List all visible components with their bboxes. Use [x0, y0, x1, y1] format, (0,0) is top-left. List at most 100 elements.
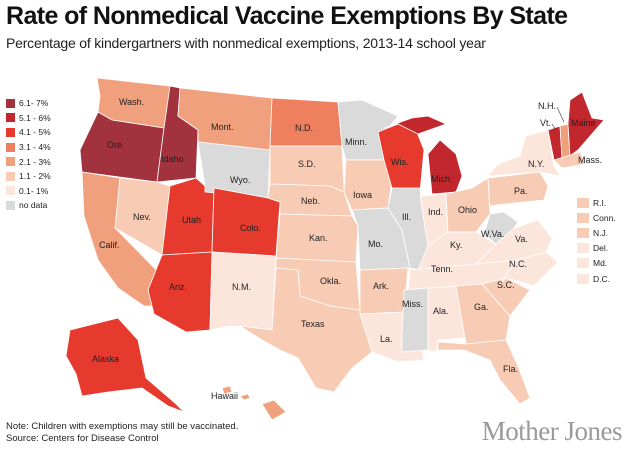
- state-fla: [437, 339, 531, 405]
- label-nh: N.H.: [538, 101, 556, 111]
- state-colo: [211, 187, 281, 257]
- label-kan: Kan.: [309, 233, 328, 243]
- legend-item: 0.1- 1%: [6, 184, 51, 199]
- legend-item: 4.1 - 5%: [6, 125, 51, 140]
- label-ga: Ga.: [474, 302, 489, 312]
- label-wva: W.Va.: [481, 229, 504, 239]
- label-ohio: Ohio: [458, 205, 477, 215]
- label-mo: Mo.: [368, 239, 383, 249]
- small-state-item: Conn.: [577, 210, 616, 225]
- legend-label: 4.1 - 5%: [19, 127, 51, 138]
- state-ariz: [147, 251, 213, 333]
- small-state-item: Md.: [577, 256, 616, 271]
- label-hawaii: Hawaii: [211, 391, 238, 401]
- map-title: Rate of Nonmedical Vaccine Exemptions By…: [6, 2, 568, 30]
- label-nev: Nev.: [133, 212, 151, 222]
- legend-swatch: [6, 157, 15, 167]
- label-ark: Ark.: [373, 281, 389, 291]
- legend-swatch: [6, 127, 15, 137]
- small-state-label: N.J.: [593, 227, 609, 238]
- legend-swatch: [6, 171, 15, 181]
- legend-label: 5.1 - 6%: [19, 112, 51, 123]
- label-colo: Colo.: [240, 223, 261, 233]
- state-alaska: [65, 317, 185, 413]
- label-ill: Ill.: [402, 212, 411, 222]
- legend-label: 0.1- 1%: [19, 185, 49, 196]
- legend-swatch: [6, 200, 15, 210]
- small-state-item: R.I.: [577, 195, 616, 210]
- legend-label: 6.1- 7%: [19, 98, 49, 109]
- label-calif: Calif.: [99, 240, 120, 250]
- publisher-logo: Mother Jones: [481, 416, 623, 446]
- small-state-swatch: [577, 212, 589, 223]
- small-state-label: Del.: [593, 243, 609, 254]
- label-wyo: Wyo.: [230, 175, 250, 185]
- label-neb: Neb.: [301, 196, 320, 206]
- small-state-key: R.I. Conn. N.J. Del. Md. D.C.: [577, 195, 616, 286]
- state-sc: [481, 277, 531, 317]
- state-mass: [553, 151, 587, 169]
- label-idaho: Idaho: [161, 154, 184, 164]
- state-iowa: [343, 159, 393, 211]
- state-nd: [269, 97, 343, 147]
- footer: Note: Children with exemptions may still…: [6, 421, 238, 445]
- legend-item: no data: [6, 198, 51, 213]
- label-ore: Ore.: [107, 140, 125, 150]
- label-wash: Wash.: [119, 97, 144, 107]
- legend-item: 5.1 - 6%: [6, 111, 51, 126]
- legend-item: 2.1 - 3%: [6, 154, 51, 169]
- state-hawaii: [221, 385, 287, 421]
- footer-source: Source: Centers for Disease Control: [6, 433, 159, 444]
- leader-line-nh: [556, 106, 565, 123]
- legend-item: 1.1 - 2%: [6, 169, 51, 184]
- leader-line-vt: [551, 123, 557, 131]
- map-subtitle: Percentage of kindergartners with nonmed…: [6, 35, 486, 51]
- label-ariz: Ariz.: [169, 282, 187, 292]
- label-vt: Vt.: [540, 118, 551, 128]
- label-utah: Utah: [182, 215, 201, 225]
- state-ga: [455, 283, 511, 345]
- label-sd: S.D.: [298, 159, 316, 169]
- label-iowa: Iowa: [353, 190, 372, 200]
- small-state-label: R.I.: [593, 197, 607, 208]
- small-state-swatch: [577, 258, 589, 269]
- legend: 6.1- 7% 5.1 - 6% 4.1 - 5% 3.1 - 4% 2.1 -…: [6, 96, 51, 213]
- legend-swatch: [6, 142, 15, 152]
- legend-label: no data: [19, 200, 48, 211]
- label-ala: Ala.: [433, 306, 449, 316]
- label-alaska: Alaska: [92, 354, 119, 364]
- legend-label: 2.1 - 3%: [19, 156, 51, 167]
- label-ky: Ky.: [450, 240, 462, 250]
- legend-swatch: [6, 98, 15, 108]
- state-kan: [275, 213, 359, 263]
- small-state-swatch: [577, 273, 589, 284]
- label-mich: Mich.: [431, 174, 453, 184]
- label-la: La.: [380, 334, 393, 344]
- label-okla: Okla.: [320, 276, 341, 286]
- label-nd: N.D.: [295, 123, 313, 133]
- label-mont: Mont.: [211, 122, 234, 132]
- label-maine: Maine: [571, 118, 596, 128]
- legend-label: 1.1 - 2%: [19, 171, 51, 182]
- state-wyo: [197, 141, 271, 199]
- label-tenn: Tenn.: [431, 264, 453, 274]
- label-va: Va.: [515, 234, 528, 244]
- state-ark: [359, 267, 409, 315]
- label-miss: Miss.: [402, 299, 423, 309]
- state-mich: [383, 115, 463, 195]
- legend-swatch: [6, 113, 15, 123]
- small-state-swatch: [577, 227, 589, 238]
- label-mass: Mass.: [578, 155, 602, 165]
- state-texas: [239, 267, 373, 393]
- small-state-label: Md.: [593, 258, 608, 269]
- label-pa: Pa.: [514, 186, 528, 196]
- state-miss: [401, 287, 429, 353]
- small-state-item: D.C.: [577, 271, 616, 286]
- small-state-label: D.C.: [593, 273, 610, 284]
- label-texas: Texas: [301, 319, 325, 329]
- small-state-label: Conn.: [593, 212, 616, 223]
- label-wis: Wis.: [391, 157, 409, 167]
- label-nm: N.M.: [232, 282, 251, 292]
